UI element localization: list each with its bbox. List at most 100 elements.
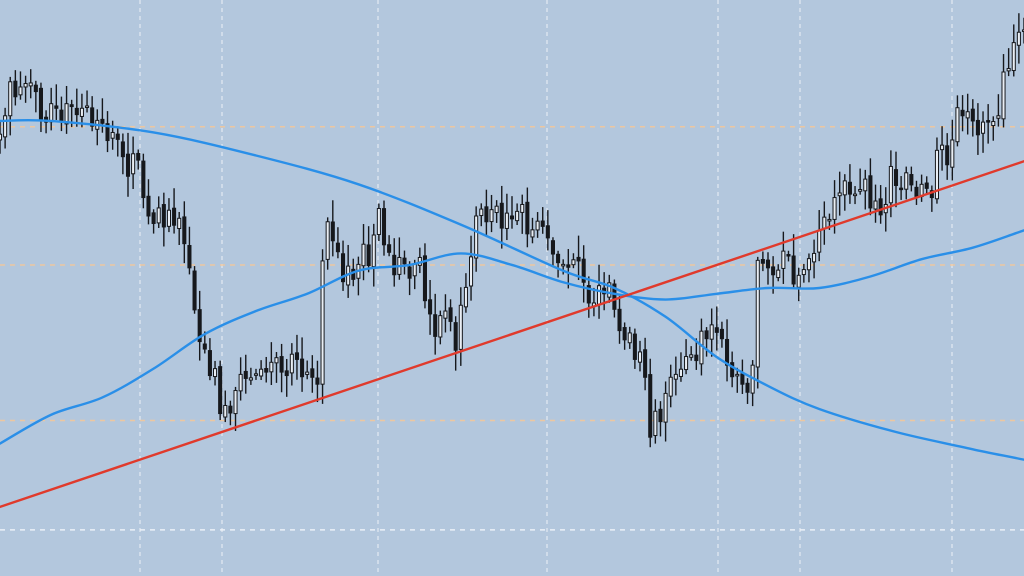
- candle-body: [1001, 71, 1006, 120]
- candle: [335, 227, 340, 259]
- candle: [49, 87, 54, 131]
- candle-body: [950, 139, 955, 168]
- candle: [919, 174, 924, 202]
- candle: [970, 99, 975, 137]
- candle-body: [187, 245, 192, 269]
- candle-body: [991, 121, 996, 127]
- candle: [730, 351, 735, 388]
- candle: [1006, 48, 1011, 77]
- candle: [571, 253, 576, 269]
- candle: [428, 279, 433, 335]
- candle: [812, 239, 817, 279]
- candle-body: [970, 108, 975, 122]
- candle-body: [474, 215, 479, 259]
- candle: [243, 354, 248, 394]
- candle: [294, 334, 299, 380]
- candle-body: [264, 368, 269, 373]
- candle-body: [218, 366, 223, 415]
- candle-body: [509, 215, 515, 220]
- candle: [463, 273, 468, 313]
- candle: [725, 319, 730, 382]
- candle: [366, 226, 371, 273]
- candle-body: [689, 354, 694, 358]
- candle: [392, 238, 397, 287]
- candle-body: [28, 82, 33, 87]
- candle: [289, 343, 294, 386]
- candle: [320, 249, 325, 404]
- candle-body: [79, 107, 84, 117]
- candle-body: [351, 268, 356, 280]
- candle-body: [637, 351, 643, 363]
- candle: [924, 176, 929, 194]
- candle: [653, 399, 658, 444]
- candle-body: [515, 210, 520, 222]
- candle-body: [330, 221, 335, 242]
- candle-body: [428, 299, 433, 315]
- candle: [253, 368, 259, 380]
- candle: [622, 322, 627, 350]
- candle: [192, 266, 197, 314]
- candle: [228, 400, 233, 426]
- candle-body: [924, 182, 929, 189]
- candle-body: [228, 405, 233, 414]
- candle-body: [597, 285, 602, 305]
- candle-body: [448, 307, 453, 322]
- candle: [269, 342, 274, 386]
- candle-body: [535, 220, 540, 231]
- moving-average-line-descending: [0, 118, 1024, 461]
- candle-body: [274, 357, 279, 364]
- candle-body: [899, 187, 904, 191]
- candle-body: [146, 195, 151, 217]
- candle: [791, 234, 796, 288]
- candle: [407, 261, 412, 296]
- candle: [131, 136, 136, 190]
- candle: [79, 93, 84, 128]
- candle-body: [940, 144, 945, 151]
- candle-body: [622, 327, 627, 341]
- candle-body: [233, 390, 238, 415]
- candle-body: [0, 133, 3, 141]
- candle-body: [786, 254, 791, 257]
- candle-body: [177, 217, 182, 230]
- candle: [709, 308, 714, 357]
- candle: [796, 267, 801, 302]
- candle-body: [678, 368, 683, 377]
- candle-body: [120, 141, 125, 158]
- candle-body: [469, 256, 474, 287]
- candle-body: [704, 330, 709, 340]
- candle-body: [105, 123, 110, 142]
- candle-body: [335, 242, 340, 253]
- candle-body: [284, 370, 289, 377]
- candle: [817, 210, 822, 262]
- candle-body: [223, 405, 228, 418]
- candle-body: [269, 361, 274, 373]
- trendline: [0, 160, 1024, 509]
- candle-body: [23, 83, 28, 88]
- candle: [868, 158, 873, 216]
- candle-body: [561, 263, 566, 267]
- candle: [863, 169, 868, 210]
- candle: [873, 184, 878, 223]
- candle: [499, 185, 504, 249]
- candle-body: [259, 368, 264, 377]
- candle-body: [202, 343, 207, 350]
- candle-body: [863, 178, 868, 192]
- candle-body: [279, 356, 284, 373]
- candle-body: [853, 193, 858, 197]
- candle: [284, 358, 289, 397]
- candle-body: [765, 259, 771, 269]
- candle: [38, 82, 43, 133]
- moving-average-line-ascending: [0, 229, 1024, 445]
- candle: [981, 111, 986, 153]
- candle: [745, 378, 750, 404]
- moving-averages: [0, 118, 1024, 461]
- candle-body: [59, 109, 64, 123]
- candle: [504, 193, 509, 241]
- candle-body: [627, 332, 632, 344]
- candle: [474, 206, 479, 272]
- candle-body: [443, 310, 448, 319]
- candle-body: [18, 86, 23, 96]
- candle-body: [463, 286, 468, 308]
- candle: [643, 337, 648, 391]
- candle: [719, 321, 724, 348]
